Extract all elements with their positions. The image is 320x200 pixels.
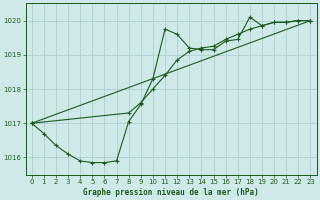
X-axis label: Graphe pression niveau de la mer (hPa): Graphe pression niveau de la mer (hPa): [83, 188, 259, 197]
